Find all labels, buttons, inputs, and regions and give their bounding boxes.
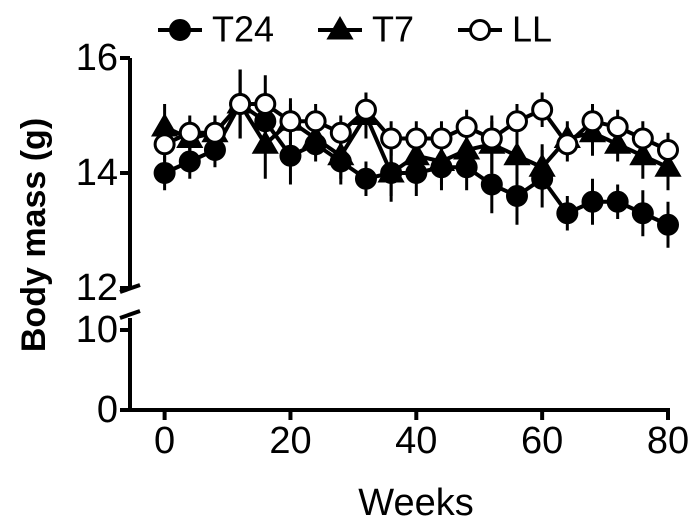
legend-label: T24 — [212, 9, 274, 50]
data-point — [377, 159, 405, 183]
data-point — [229, 93, 252, 115]
y-tick-label: 16 — [76, 37, 118, 79]
data-point — [380, 127, 403, 150]
data-point — [480, 173, 503, 196]
data-point — [304, 110, 327, 133]
data-point — [203, 121, 226, 144]
data-point — [455, 116, 478, 138]
y-tick-label: 12 — [76, 267, 118, 309]
data-point — [581, 110, 604, 133]
y-tick-label: 0 — [97, 389, 118, 431]
data-point — [354, 98, 377, 121]
data-point — [427, 147, 456, 171]
legend-marker — [169, 19, 191, 41]
x-tick-label: 20 — [269, 420, 311, 462]
x-axis-label: Weeks — [358, 482, 473, 524]
y-tick-label: 10 — [76, 309, 118, 351]
data-point — [329, 121, 352, 144]
legend-marker — [469, 19, 491, 41]
data-point — [631, 202, 654, 225]
data-point — [279, 144, 302, 167]
data-point — [657, 213, 679, 236]
data-point — [251, 130, 279, 154]
data-point — [556, 202, 579, 225]
data-point — [606, 116, 629, 138]
data-point — [556, 133, 579, 156]
data-point — [354, 167, 377, 190]
data-point — [657, 139, 679, 161]
data-point — [453, 136, 481, 160]
legend-label: LL — [512, 9, 552, 50]
data-point — [254, 93, 277, 115]
data-point — [503, 141, 531, 166]
data-point — [178, 121, 201, 144]
legend-marker — [326, 16, 354, 40]
x-tick-label: 80 — [647, 420, 689, 462]
x-tick-label: 40 — [395, 420, 437, 462]
data-point — [405, 127, 428, 150]
data-point — [531, 98, 554, 121]
data-point — [606, 190, 629, 213]
data-point — [528, 153, 556, 177]
data-point — [153, 133, 176, 156]
data-point — [153, 162, 176, 184]
x-tick-label: 60 — [521, 420, 563, 462]
y-axis-label: Body mass (g) — [15, 118, 53, 352]
x-tick-label: 0 — [154, 420, 175, 462]
legend-label: T7 — [372, 9, 414, 50]
data-point — [327, 141, 355, 166]
data-point — [430, 127, 453, 150]
data-point — [581, 190, 604, 213]
data-point — [480, 127, 503, 150]
axis-break — [119, 309, 141, 320]
data-point — [631, 127, 654, 150]
data-point — [279, 110, 302, 133]
y-tick-label: 14 — [76, 152, 118, 194]
data-point — [505, 110, 528, 133]
data-point — [505, 185, 528, 207]
